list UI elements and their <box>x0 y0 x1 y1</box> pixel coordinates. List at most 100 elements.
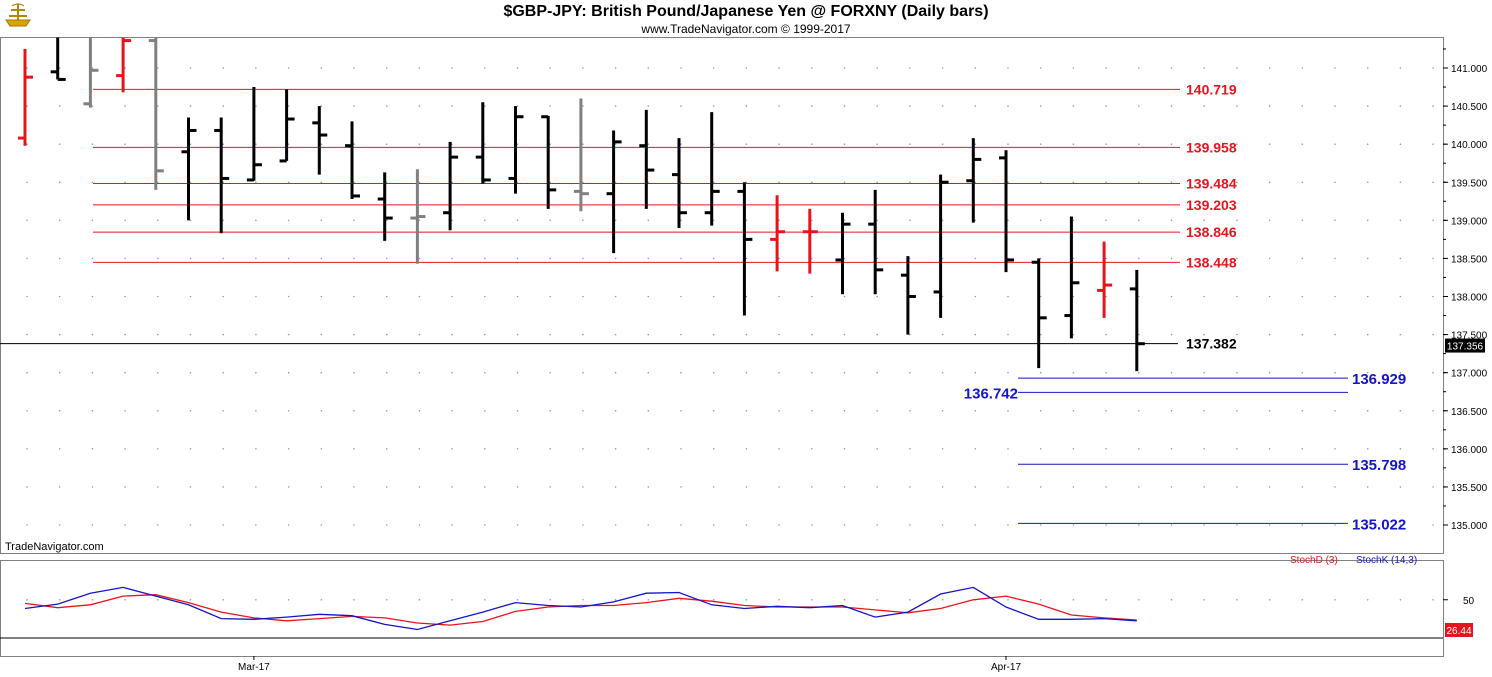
grid-dot <box>974 67 977 69</box>
grid-dot <box>157 295 159 298</box>
grid-dot <box>778 295 780 298</box>
grid-dot <box>712 486 715 488</box>
grid-dot <box>647 524 650 526</box>
stoch-d-line <box>24 594 1137 626</box>
grid-dot <box>1399 599 1402 601</box>
grid-dot <box>1039 105 1042 107</box>
grid-dot <box>1170 219 1173 222</box>
grid-dot <box>1203 371 1205 374</box>
grid-dot <box>353 105 355 107</box>
y-tick-label: 140.500 <box>1451 102 1488 113</box>
grid-dot <box>843 486 846 488</box>
grid-dot <box>1072 67 1075 69</box>
grid-dot <box>451 599 453 601</box>
grid-dot <box>222 524 224 526</box>
grid-dot <box>516 67 519 69</box>
grid-dot <box>680 524 682 526</box>
grid-dot <box>1301 524 1304 526</box>
grid-dot <box>287 105 290 107</box>
grid-dot <box>974 486 977 488</box>
grid-dot <box>1334 257 1336 260</box>
grid-dot <box>909 67 911 69</box>
grid-dot <box>353 333 355 336</box>
ohlc-bars <box>18 37 1145 372</box>
grid-dot <box>1007 333 1009 336</box>
grid-dot <box>1039 599 1042 601</box>
grid-dot <box>712 257 715 260</box>
grid-dot <box>843 599 846 601</box>
grid-dot <box>1203 143 1205 145</box>
grid-dot <box>549 181 551 184</box>
grid-dot <box>1236 105 1238 107</box>
current-price-label: 137.382 <box>1186 336 1237 352</box>
grid-dot <box>1203 219 1205 222</box>
grid-dot <box>320 295 323 298</box>
grid-dot <box>614 295 617 298</box>
grid-dot <box>58 181 61 184</box>
grid-dot <box>614 257 617 260</box>
grid-dot <box>1072 371 1075 374</box>
grid-dot <box>1432 295 1434 298</box>
grid-dot <box>974 524 977 526</box>
grid-dot <box>1105 143 1107 145</box>
grid-dot <box>1366 181 1369 184</box>
grid-dot <box>745 371 748 374</box>
grid-dot <box>778 67 780 69</box>
grid-dot <box>811 524 813 526</box>
stoch-last-box <box>1445 623 1473 637</box>
grid-dot <box>778 257 780 260</box>
grid-dot <box>124 371 126 374</box>
grid-dot <box>222 181 224 184</box>
resistance-label: 139.958 <box>1186 139 1237 155</box>
grid-dot <box>91 371 94 374</box>
stoch-d-legend: StochD (3) <box>1290 555 1338 566</box>
grid-dot <box>1007 181 1009 184</box>
grid-dot <box>1334 105 1336 107</box>
grid-dot <box>287 333 290 336</box>
grid-dot <box>1105 448 1107 450</box>
grid-dot <box>712 410 715 412</box>
grid-dot <box>1203 410 1205 412</box>
grid-dot <box>1301 143 1304 145</box>
grid-dot <box>549 448 551 450</box>
grid-dot <box>1072 599 1075 601</box>
grid-dot <box>451 181 453 184</box>
grid-dot <box>353 219 355 222</box>
grid-dot <box>1039 257 1042 260</box>
last-price-box <box>1445 338 1485 353</box>
grid-dot <box>745 524 748 526</box>
grid-dot <box>745 143 748 145</box>
grid-dot <box>712 143 715 145</box>
grid-dot <box>1039 67 1042 69</box>
grid-dot <box>941 295 944 298</box>
grid-dot <box>418 448 421 450</box>
chart-title: $GBP-JPY: British Pound/Japanese Yen @ F… <box>503 3 989 20</box>
grid-dot <box>26 448 28 450</box>
grid-dot <box>1203 448 1205 450</box>
grid-dot <box>549 67 551 69</box>
grid-dot <box>974 143 977 145</box>
grid-dot <box>1138 371 1140 374</box>
grid-dot <box>680 486 682 488</box>
grid-dot <box>1203 524 1205 526</box>
grid-dot <box>1203 67 1205 69</box>
grid-dot <box>647 219 650 222</box>
grid-dot <box>680 105 682 107</box>
grid-dot <box>843 371 846 374</box>
grid-dot <box>909 257 911 260</box>
grid-dot <box>582 219 584 222</box>
grid-dot <box>1268 219 1271 222</box>
grid-dot <box>1007 486 1009 488</box>
grid-dot <box>418 219 421 222</box>
y-tick-label: 138.000 <box>1451 293 1488 304</box>
grid-dot <box>712 524 715 526</box>
grid-dot <box>1399 486 1402 488</box>
grid-dot <box>745 105 748 107</box>
grid-dot <box>58 599 61 601</box>
grid-dot <box>1236 143 1238 145</box>
grid-dot <box>647 257 650 260</box>
grid-dot <box>1268 295 1271 298</box>
grid-dot <box>1105 371 1107 374</box>
grid-dot <box>614 599 617 601</box>
grid-dot <box>1366 448 1369 450</box>
